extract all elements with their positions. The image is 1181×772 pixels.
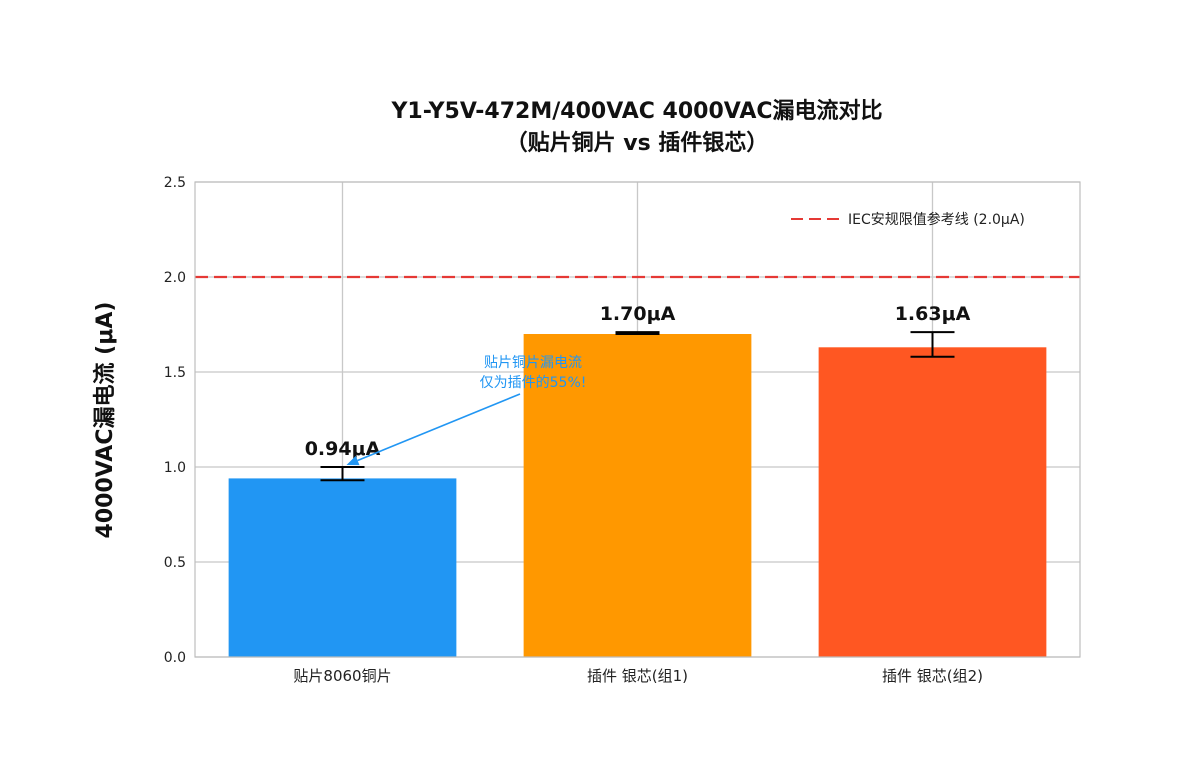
y-tick-label: 2.5 [164,175,186,191]
bars [228,334,1047,657]
data-labels: 0.94μA 1.70μA 1.63μA [305,303,971,460]
bar [228,478,457,657]
y-axis-label: 4000VAC漏电流 (μA) [92,302,118,539]
legend: IEC安规限值参考线 (2.0μA) [791,211,1025,228]
bar [523,334,752,657]
y-tick-label: 0.0 [164,650,186,666]
x-category-label: 插件 银芯(组2) [882,667,983,685]
y-tick-label: 0.5 [164,555,186,571]
y-tick-label: 1.0 [164,460,186,476]
x-category-label: 贴片8060铜片 [293,667,391,685]
y-tick-label: 2.0 [164,270,186,286]
y-tick-label: 1.5 [164,365,186,381]
x-category-label: 插件 银芯(组1) [587,667,688,685]
y-axis-ticks: 0.0 0.5 1.0 1.5 2.0 2.5 [164,175,186,666]
error-bars [320,331,955,482]
x-axis-categories: 贴片8060铜片 插件 银芯(组1) 插件 银芯(组2) [293,667,983,685]
annotation: 贴片铜片漏电流 仅为插件的55%! [346,355,587,466]
annotation-arrowhead [346,455,360,466]
data-label: 1.63μA [895,303,971,325]
data-label: 0.94μA [305,438,381,460]
plot-frame [194,181,1081,658]
legend-label: IEC安规限值参考线 (2.0μA) [848,211,1025,228]
annotation-line2: 仅为插件的55%! [480,375,587,391]
bar [818,347,1047,657]
data-label: 1.70μA [600,303,676,325]
chart-title-line2: （贴片铜片 vs 插件银芯） [506,130,769,156]
annotation-line1: 贴片铜片漏电流 [484,355,582,371]
annotation-arrow [357,393,521,462]
chart-title-line1: Y1-Y5V-472M/400VAC 4000VAC漏电流对比 [390,98,882,124]
